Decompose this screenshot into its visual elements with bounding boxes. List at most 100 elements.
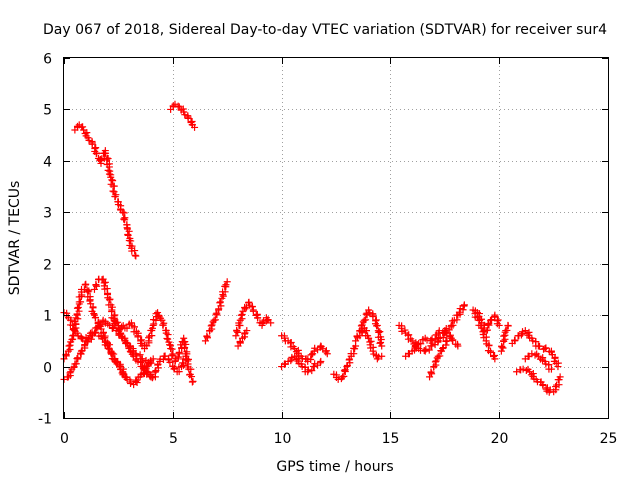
y-tick-label: 4 [43,155,52,171]
series-sat-r [402,327,462,360]
trace-marker [91,328,99,336]
trace-marker [413,341,421,349]
chart-title: Day 067 of 2018, Sidereal Day-to-day VTE… [43,22,607,38]
x-tick-label: 10 [274,431,292,447]
y-axis-label: SDTVAR / TECUs [7,181,23,296]
data-points [60,100,564,396]
trace-marker [181,343,189,351]
series-sat-k [234,327,251,350]
trace-marker [539,381,547,389]
trace-marker [70,325,78,333]
trace-marker [511,336,519,344]
series-sat-y [521,350,555,373]
trace-marker [88,140,96,148]
trace-marker [542,344,550,352]
trace-marker [376,328,384,336]
trace-marker [483,326,491,334]
trace-marker [233,326,241,334]
trace-marker [208,321,216,329]
data-point [439,345,447,353]
trace-marker [401,326,409,334]
trace-marker [132,377,140,385]
trace-marker [221,282,229,290]
trace-marker [166,358,174,366]
data-point [495,321,503,329]
data-point [556,373,564,381]
data-point [77,334,85,342]
trace-marker [188,373,196,381]
data-point [243,327,251,335]
trace-marker [446,331,454,339]
trace-marker [72,360,80,368]
data-point [454,342,462,350]
trace-marker [417,340,425,348]
data-point [491,355,499,363]
series-sat-l [278,332,331,365]
trace-marker [422,345,430,353]
trace-marker [211,316,219,324]
trace-marker [168,351,176,359]
series-sat-e [60,328,157,389]
trace-marker [81,342,89,350]
data-point [378,342,386,350]
data-point [554,363,562,371]
trace-marker [107,350,115,358]
trace-marker [89,303,97,311]
trace-marker [105,170,113,178]
trace-marker [216,299,224,307]
series-sat-j [232,298,275,340]
trace-marker [68,335,76,343]
trace-marker [164,335,172,343]
trace-marker [111,193,119,201]
grid [64,58,608,418]
trace-marker [104,344,112,352]
trace-marker [174,102,182,110]
trace-marker [73,355,81,363]
trace-marker [491,313,499,321]
trace-marker [121,216,129,224]
trace-marker [499,344,507,352]
trace-marker [436,352,444,360]
trace-marker [120,215,128,223]
x-tick-label: 20 [491,431,509,447]
trace-marker [375,353,383,361]
data-point [119,208,127,216]
trace-marker [65,342,73,350]
trace-marker [74,315,82,323]
data-point [95,319,103,327]
y-tick-label: 6 [43,52,52,68]
y-tick-label: 2 [43,258,52,274]
y-tick-label: 0 [43,361,52,377]
trace-marker [105,296,113,304]
trace-marker [500,332,508,340]
data-point [90,329,98,337]
trace-marker [377,338,385,346]
trace-marker [149,373,157,381]
trace-marker [85,287,93,295]
trace-marker [501,328,509,336]
trace-marker [134,333,142,341]
trace-marker [119,369,127,377]
trace-marker [83,129,91,137]
series-sat-h [138,352,190,381]
trace-marker [369,313,377,321]
trace-marker [307,351,315,359]
trace-marker [133,376,141,384]
trace-marker [71,326,79,334]
trace-marker [108,308,116,316]
trace-marker [75,307,83,315]
trace-marker [79,123,87,131]
trace-marker [163,334,171,342]
trace-marker [487,348,495,356]
data-point [149,355,157,363]
series-sat-p [356,324,386,363]
series-sat-n [330,342,360,383]
trace-marker [322,347,330,355]
trace-marker [248,303,256,311]
data-point [132,252,140,260]
trace-marker [159,321,167,329]
trace-marker [249,307,257,315]
trace-marker [92,281,100,289]
trace-marker [123,324,131,332]
trace-marker [319,345,327,353]
